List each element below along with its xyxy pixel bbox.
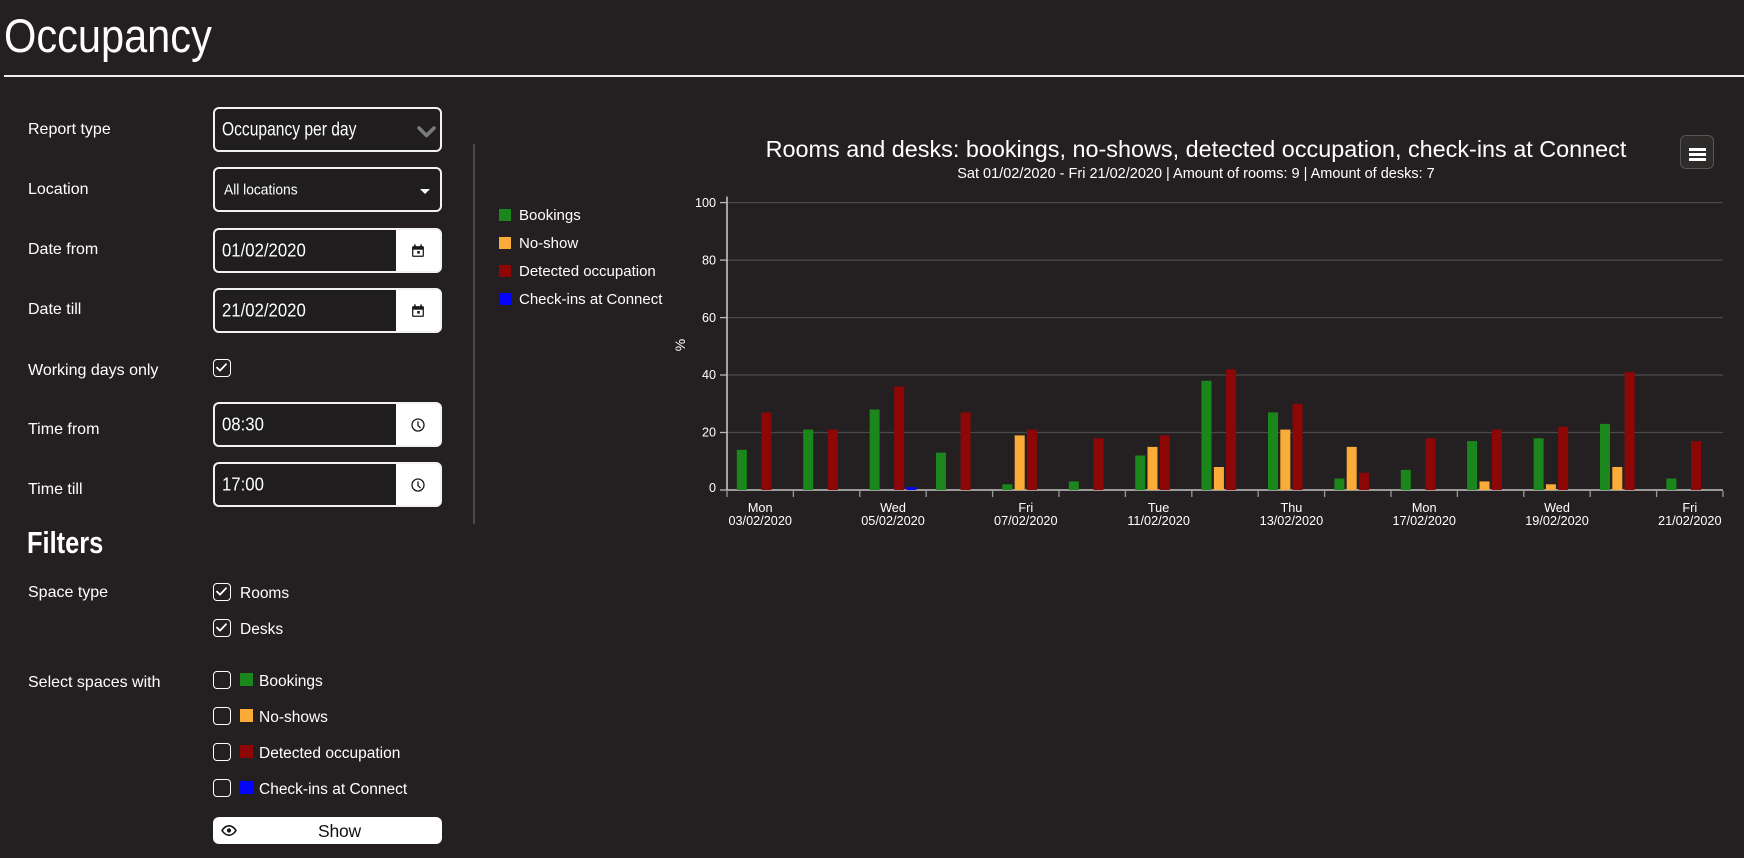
svg-text:05/02/2020: 05/02/2020 bbox=[861, 514, 925, 528]
svg-text:19/02/2020: 19/02/2020 bbox=[1525, 514, 1589, 528]
svg-text:%: % bbox=[672, 339, 688, 351]
svg-text:Wed: Wed bbox=[1544, 501, 1570, 515]
svg-text:Mon: Mon bbox=[748, 501, 773, 515]
svg-text:11/02/2020: 11/02/2020 bbox=[1127, 514, 1190, 528]
svg-text:21/02/2020: 21/02/2020 bbox=[1658, 514, 1722, 528]
svg-text:Fri: Fri bbox=[1682, 501, 1697, 515]
svg-text:Fri: Fri bbox=[1018, 501, 1033, 515]
svg-text:13/02/2020: 13/02/2020 bbox=[1260, 514, 1324, 528]
svg-text:Tue: Tue bbox=[1148, 501, 1169, 515]
svg-text:17/02/2020: 17/02/2020 bbox=[1392, 514, 1456, 528]
svg-text:0: 0 bbox=[709, 481, 716, 495]
svg-text:03/02/2020: 03/02/2020 bbox=[728, 514, 792, 528]
svg-text:40: 40 bbox=[702, 368, 716, 382]
svg-text:60: 60 bbox=[702, 311, 716, 325]
svg-text:20: 20 bbox=[702, 426, 716, 440]
svg-text:100: 100 bbox=[695, 196, 716, 210]
svg-text:07/02/2020: 07/02/2020 bbox=[994, 514, 1058, 528]
svg-text:Wed: Wed bbox=[880, 501, 906, 515]
svg-text:Thu: Thu bbox=[1280, 501, 1302, 515]
svg-text:Mon: Mon bbox=[1412, 501, 1437, 515]
svg-text:80: 80 bbox=[702, 253, 716, 267]
